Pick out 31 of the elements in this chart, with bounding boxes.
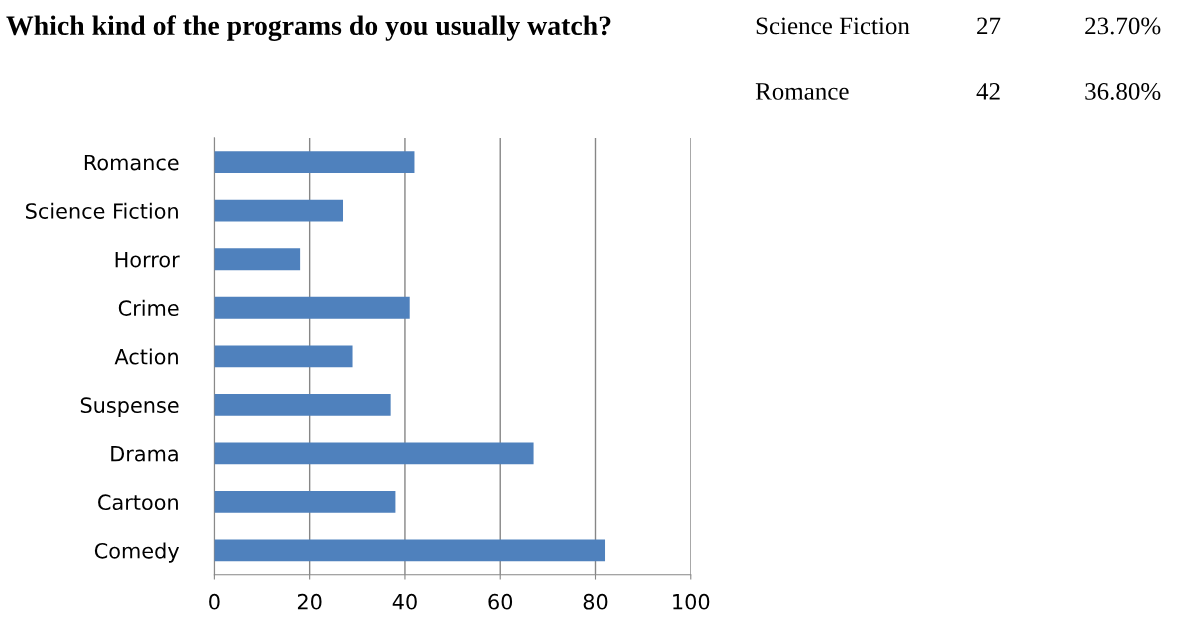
bar <box>214 248 301 271</box>
bar <box>214 490 396 513</box>
x-tick-label: 20 <box>297 593 322 610</box>
bar <box>214 442 534 465</box>
text: 42 <box>976 83 1000 100</box>
x-tick-label: 100 <box>673 593 710 610</box>
x-tick-label: 60 <box>488 593 513 610</box>
text: Romance <box>755 83 849 100</box>
y-tick-label: Horror <box>115 251 180 268</box>
y-tick-label: Comedy <box>94 542 180 563</box>
bar <box>214 539 606 562</box>
text: 23.70% <box>1085 17 1161 35</box>
text: 36.80% <box>1085 82 1161 100</box>
bar <box>214 199 344 222</box>
x-tick-label: 80 <box>583 593 608 610</box>
text: 27 <box>977 17 1001 35</box>
y-tick-label: Crime <box>118 299 179 316</box>
y-tick-label: Suspense <box>80 397 179 418</box>
y-tick-label: Romance <box>84 154 179 171</box>
bar <box>214 296 410 319</box>
text: Science Fiction <box>756 17 910 35</box>
x-tick-label: 0 <box>209 593 220 610</box>
y-tick-label: Drama <box>111 446 178 462</box>
x-tick-label: 40 <box>392 593 417 610</box>
y-tick-label: Science Fiction <box>26 202 178 219</box>
bar <box>214 393 391 416</box>
chart-title: Which kind of the programs do you usually watch? <box>6 15 611 41</box>
bar <box>214 345 353 368</box>
y-tick-label: Cartoon <box>98 494 178 511</box>
y-tick-label: Action <box>114 348 178 365</box>
bar <box>214 151 415 174</box>
